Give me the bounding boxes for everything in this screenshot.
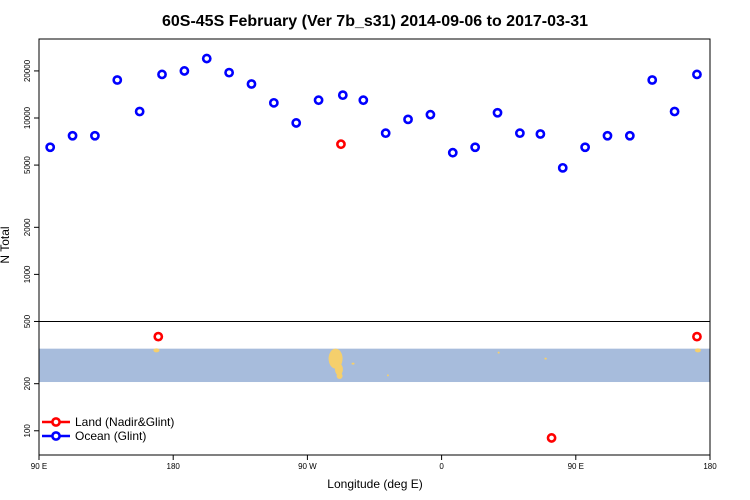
x-axis-label: Longitude (deg E) — [327, 477, 422, 491]
legend-label: Land (Nadir&Glint) — [75, 415, 174, 429]
y-tick-label: 200 — [23, 376, 32, 390]
y-tick-label: 100 — [23, 424, 32, 438]
data-point — [201, 53, 212, 64]
data-point — [134, 106, 145, 117]
y-axis-label: N Total — [0, 226, 12, 263]
y-tick-label: 500 — [23, 314, 32, 328]
data-point — [90, 130, 100, 141]
land-mass — [153, 348, 160, 353]
data-point — [380, 128, 391, 139]
legend-marker — [51, 417, 61, 427]
data-point — [358, 95, 369, 106]
y-tick-label: 20000 — [23, 59, 32, 82]
legend-label: Ocean (Glint) — [75, 429, 146, 443]
y-tick-label: 10000 — [23, 106, 32, 129]
data-point — [268, 97, 279, 108]
x-tick-label: 0 — [439, 462, 444, 471]
series-0 — [153, 139, 702, 443]
data-point — [179, 66, 190, 76]
data-point — [470, 142, 481, 153]
series-1 — [45, 53, 702, 173]
chart-title: 60S-45S February (Ver 7b_s31) 2014-09-06… — [162, 13, 588, 30]
data-point — [336, 139, 346, 150]
data-point — [153, 331, 164, 342]
data-point — [492, 107, 503, 118]
data-point — [692, 69, 702, 80]
data-point — [514, 128, 525, 139]
x-tick-label: 180 — [167, 462, 181, 471]
data-point — [403, 114, 413, 125]
land-mass — [694, 348, 701, 353]
y-tick-label: 1000 — [23, 265, 32, 283]
y-tick-label: 2000 — [23, 218, 32, 236]
data-point — [246, 79, 257, 89]
data-point — [535, 129, 546, 139]
data-point — [45, 142, 56, 153]
data-point — [692, 331, 702, 342]
x-tick-label: 90 W — [298, 462, 317, 471]
data-point — [546, 433, 557, 443]
y-axis: 100 200 500 1000 2000 5000 10000 20000 — [23, 59, 39, 437]
map-band — [39, 348, 710, 383]
x-tick-label: 180 — [703, 462, 717, 471]
y-tick-label: 5000 — [23, 156, 32, 174]
data-point — [602, 130, 613, 141]
data-point — [669, 106, 680, 117]
x-tick-label: 90 E — [31, 462, 47, 471]
land-mass — [334, 363, 343, 376]
legend-marker — [51, 431, 61, 441]
data-point — [580, 142, 591, 153]
x-tick-label: 90 E — [568, 462, 584, 471]
land-mass — [351, 362, 355, 365]
plot-frame — [38, 38, 711, 456]
data-point — [647, 75, 658, 85]
data-point — [447, 147, 458, 158]
data-point — [67, 130, 78, 141]
x-axis: 90 E 180 90 W 0 90 E 180 — [31, 455, 717, 471]
data-point — [313, 95, 324, 106]
legend: Land (Nadir&Glint)Ocean (Glint) — [42, 415, 174, 443]
data-point — [112, 75, 123, 85]
data-point — [337, 90, 348, 101]
land-mass — [544, 357, 547, 360]
data-point — [291, 118, 302, 128]
land-mass — [497, 351, 500, 354]
ocean-map-band — [39, 348, 710, 383]
data-point — [557, 162, 568, 173]
data-point — [224, 67, 235, 78]
data-points — [45, 53, 702, 443]
data-point — [624, 130, 635, 141]
land-mass — [386, 374, 389, 377]
data-point — [425, 109, 436, 120]
data-point — [157, 69, 167, 80]
land-mass — [336, 373, 343, 380]
